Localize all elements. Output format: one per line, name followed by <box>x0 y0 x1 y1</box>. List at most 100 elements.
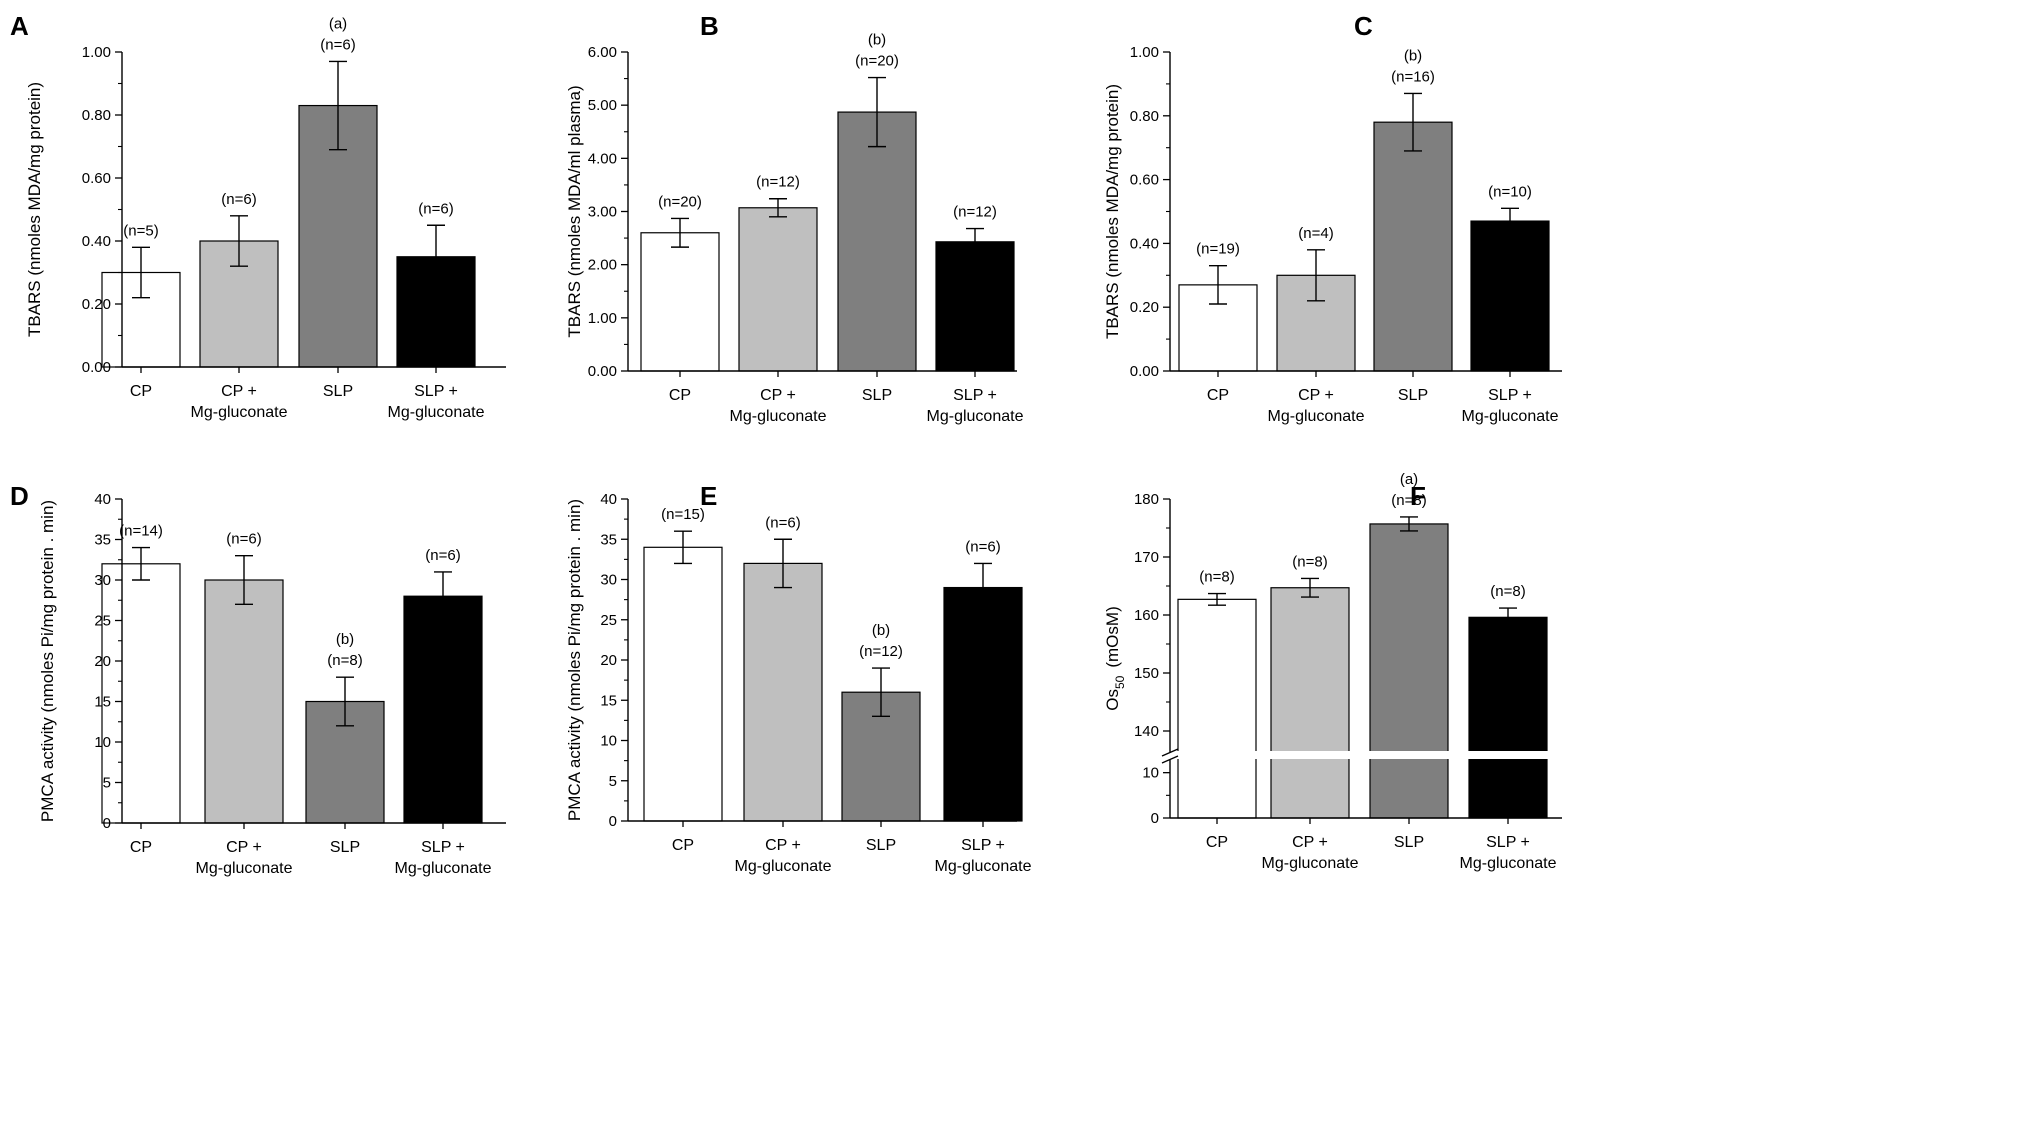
y-axis-label-unit: (mOsM) <box>1103 606 1122 667</box>
category-label: CP + <box>1298 387 1334 404</box>
error-bar-2 <box>872 667 890 718</box>
y-tick-label: 0.00 <box>588 363 617 380</box>
error-bar-0 <box>674 530 692 565</box>
error-bar-3 <box>974 562 992 613</box>
category-label: SLP <box>1398 387 1428 404</box>
error-bar-0 <box>1209 265 1227 305</box>
category-label: CP <box>672 837 694 854</box>
y-axis-label: PMCA activity (nmoles Pi/mg protein . mi… <box>565 499 584 821</box>
y-tick-label: 0 <box>103 815 111 832</box>
sample-size-label: (n=19) <box>1196 241 1240 258</box>
y-tick-label: 5 <box>103 775 111 792</box>
sample-size-label: (n=20) <box>855 53 899 70</box>
y-tick-label: 0.40 <box>1130 235 1159 252</box>
error-bar-1 <box>230 215 248 267</box>
panel-label: D <box>10 481 29 511</box>
bar-3 <box>1470 220 1550 372</box>
y-tick-label: 1.00 <box>82 44 111 61</box>
panel-d: D 0 5 10 15 20 25 30 35 40 CP CP + Mg-gluconate SLP SL… <box>10 481 506 877</box>
category-label: CP + <box>1292 834 1328 851</box>
y-tick-label: 15 <box>600 692 617 709</box>
bar-3 <box>943 586 1023 822</box>
bar-0 <box>640 232 720 372</box>
category-label: CP <box>130 839 152 856</box>
bar-0 <box>1177 598 1257 819</box>
bar-2 <box>1369 523 1449 819</box>
category-label: SLP + <box>421 839 465 856</box>
sample-size-label: (n=6) <box>418 200 453 217</box>
sample-size-label: (n=12) <box>859 643 903 660</box>
y-tick-label: 20 <box>600 652 617 669</box>
error-bar-2 <box>1404 92 1422 152</box>
error-bar-2 <box>329 60 347 151</box>
y-tick-label: 35 <box>94 532 111 549</box>
sample-size-label: (n=16) <box>1391 68 1435 85</box>
y-tick-label: 1.00 <box>588 310 617 327</box>
sample-size-label: (n=6) <box>765 514 800 531</box>
sample-size-label: (n=10) <box>1488 183 1532 200</box>
bar-2 <box>837 111 917 372</box>
category-label: CP <box>130 383 152 400</box>
error-bar-0 <box>1208 592 1226 606</box>
y-tick-label: 40 <box>600 491 617 508</box>
y-tick-label: 0 <box>1151 810 1159 827</box>
category-label: CP <box>669 387 691 404</box>
y-tick-label: 10 <box>1142 765 1159 782</box>
error-bar-2 <box>1400 516 1418 532</box>
category-label: Mg-gluconate <box>1268 408 1365 425</box>
category-label: SLP <box>330 839 360 856</box>
error-bar-1 <box>1301 577 1319 598</box>
y-tick-label: 0.00 <box>82 359 111 376</box>
error-bar-0 <box>671 217 689 248</box>
y-tick-label: 20 <box>94 653 111 670</box>
bar-2 <box>1373 121 1453 372</box>
y-tick-label: 140 <box>1134 723 1159 740</box>
error-bar-2 <box>336 676 354 727</box>
y-tick-label: 0.60 <box>82 170 111 187</box>
category-label: CP + <box>221 383 257 400</box>
category-label: SLP <box>866 837 896 854</box>
y-tick-label: 6.00 <box>588 44 617 61</box>
y-tick-label: 170 <box>1134 549 1159 566</box>
category-label: SLP + <box>414 383 458 400</box>
category-label: Mg-gluconate <box>395 860 492 877</box>
category-label: SLP <box>862 387 892 404</box>
category-label: Mg-gluconate <box>1462 408 1559 425</box>
category-label: Mg-gluconate <box>1460 855 1557 872</box>
error-bar-1 <box>769 198 787 218</box>
y-tick-label: 180 <box>1134 491 1159 508</box>
y-tick-label: 0.60 <box>1130 172 1159 189</box>
axis-break-gap <box>1158 751 1564 759</box>
sample-size-label: (n=6) <box>226 531 261 548</box>
y-tick-label: 5.00 <box>588 97 617 114</box>
sample-size-label: (n=6) <box>425 547 460 564</box>
error-bar-2 <box>868 76 886 148</box>
panel-b: B 0.00 1.00 2.00 3.00 4.00 5.00 6.00 CP CP + Mg-gl… <box>565 11 1024 425</box>
panel-c: C 0.00 0.20 0.40 0.60 0.80 1.00 CP CP + Mg-glucon… <box>1103 11 1562 425</box>
y-tick-label: 2.00 <box>588 257 617 274</box>
sample-size-label: (b) <box>1404 47 1422 64</box>
panel-a: A 0.00 0.20 0.40 0.60 0.80 1.00 CP CP + Mg-glucon… <box>10 11 506 421</box>
error-bar-1 <box>235 555 253 605</box>
error-bar-0 <box>132 246 150 299</box>
bar-1 <box>1270 587 1350 819</box>
y-axis-label: TBARS (nmoles MDA/mg protein) <box>25 82 44 337</box>
y-tick-label: 160 <box>1134 607 1159 624</box>
y-tick-label: 25 <box>600 612 617 629</box>
panel-e: E 0 5 10 15 20 25 30 35 40 CP CP + Mg-gluconate SLP SL… <box>565 481 1032 875</box>
sample-size-label: (n=8) <box>327 652 362 669</box>
sample-size-label: (a) <box>329 15 347 32</box>
category-label: SLP + <box>961 837 1005 854</box>
bar-3 <box>935 241 1015 372</box>
category-label: SLP <box>323 383 353 400</box>
y-tick-label: 0.80 <box>1130 108 1159 125</box>
panel-label: B <box>700 11 719 41</box>
sample-size-label: (n=8) <box>1199 569 1234 586</box>
sample-size-label: (a) <box>1400 471 1418 488</box>
sample-size-label: (n=14) <box>119 523 163 540</box>
category-label: Mg-gluconate <box>196 860 293 877</box>
sample-size-label: (n=8) <box>1391 492 1426 509</box>
sample-size-label: (n=6) <box>221 191 256 208</box>
bar-0 <box>643 546 723 822</box>
y-tick-label: 10 <box>94 734 111 751</box>
